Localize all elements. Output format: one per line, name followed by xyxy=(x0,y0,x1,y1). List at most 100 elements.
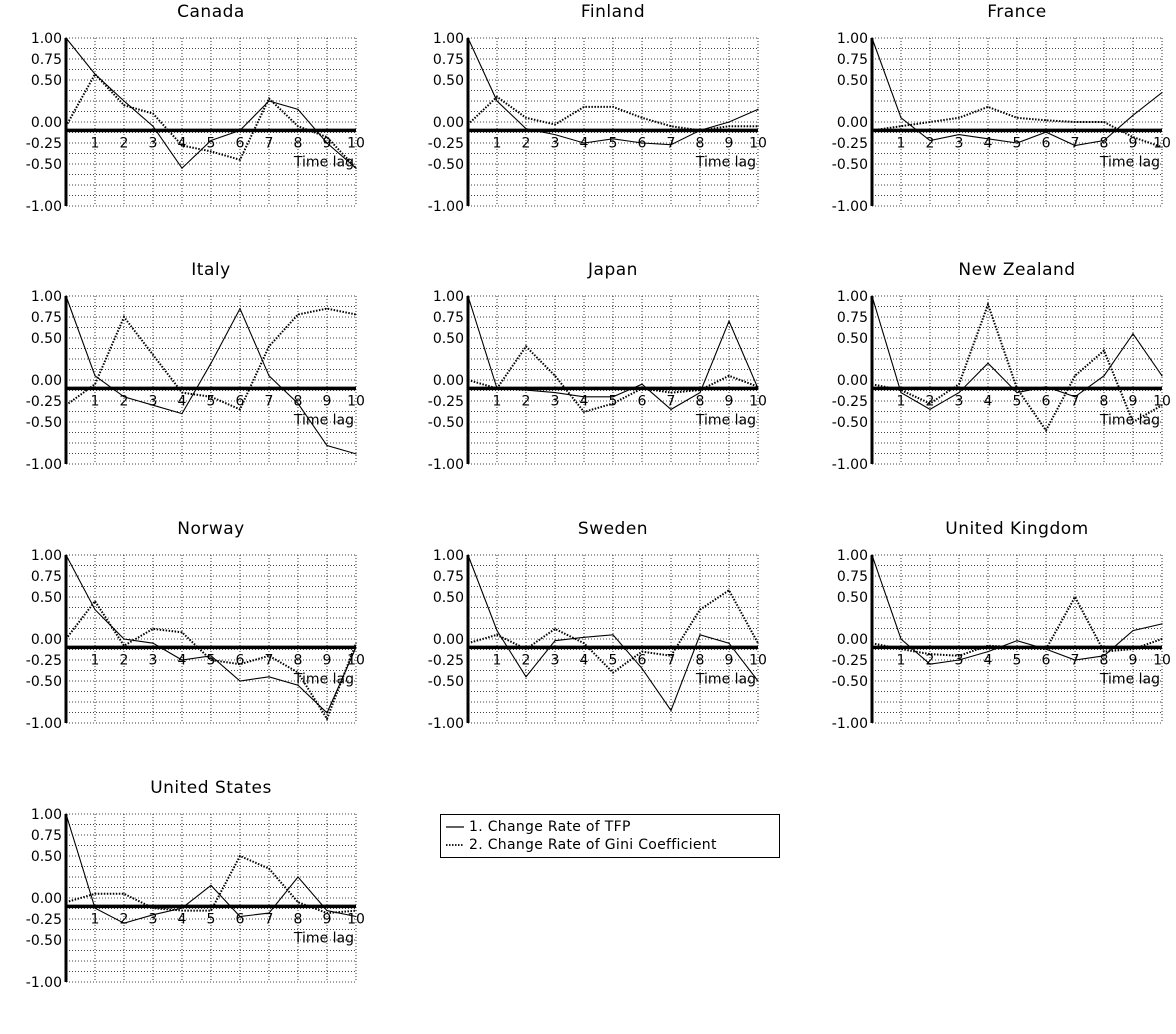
data-point xyxy=(900,638,902,640)
y-tick-label: -0.50 xyxy=(26,674,62,690)
data-point xyxy=(612,396,614,398)
legend-swatch-dotted xyxy=(446,844,464,846)
x-tick-label: 3 xyxy=(149,652,158,668)
data-point xyxy=(1016,640,1018,642)
data-point xyxy=(152,628,154,630)
y-tick-label: -0.50 xyxy=(428,674,464,690)
x-tick-label: 8 xyxy=(696,135,705,151)
data-point xyxy=(1161,92,1163,94)
y-tick-label: 1.00 xyxy=(433,289,464,305)
data-point xyxy=(297,876,299,878)
data-point xyxy=(1045,429,1047,431)
data-point xyxy=(210,362,212,364)
data-point xyxy=(355,167,357,169)
x-tick-label: 7 xyxy=(667,393,676,409)
data-point xyxy=(123,100,125,102)
x-tick-label: 3 xyxy=(149,135,158,151)
data-point xyxy=(297,108,299,110)
data-point xyxy=(181,392,183,394)
x-tick-label: 10 xyxy=(347,652,365,668)
data-point xyxy=(496,634,498,636)
y-tick-label: 0.75 xyxy=(433,569,464,585)
legend-swatch-solid xyxy=(446,826,464,828)
x-tick-label: 1 xyxy=(91,393,100,409)
x-tick-label: 6 xyxy=(236,911,245,927)
data-point xyxy=(728,320,730,322)
x-tick-label: 6 xyxy=(638,652,647,668)
chart-svg: 1.00 0.75 0.50 0.00 -0.25 -0.50 -1.00 1 2 3 4 5 6 7 8 9… xyxy=(832,289,1171,473)
data-point xyxy=(326,912,328,914)
data-point xyxy=(297,125,299,127)
x-tick-label: 6 xyxy=(236,652,245,668)
legend: 1. Change Rate of TFP 2. Change Rate of … xyxy=(440,814,780,858)
data-point xyxy=(987,303,989,305)
y-tick-label: -0.25 xyxy=(26,653,62,669)
x-tick-label: 10 xyxy=(1153,135,1171,151)
x-axis-label: Time lag xyxy=(1099,671,1160,687)
x-tick-label: 4 xyxy=(984,393,993,409)
chart-title: Finland xyxy=(580,2,646,22)
x-axis-label: Time lag xyxy=(293,671,354,687)
data-point xyxy=(94,600,96,602)
data-point xyxy=(728,375,730,377)
chart-svg: 1.00 0.75 0.50 0.00 -0.25 -0.50 -1.00 1 2 3 4 5 6 7 8 9… xyxy=(428,289,767,473)
y-tick-label: 0.75 xyxy=(31,828,62,844)
data-point xyxy=(670,709,672,711)
data-point xyxy=(94,383,96,385)
data-point xyxy=(670,125,672,127)
x-tick-label: 1 xyxy=(493,135,502,151)
y-tick-label: 0.75 xyxy=(837,52,868,68)
y-tick-label: 0.50 xyxy=(433,73,464,89)
data-point xyxy=(326,718,328,720)
y-tick-label: 0.50 xyxy=(433,590,464,606)
data-point xyxy=(641,142,643,144)
y-tick-label: 0.75 xyxy=(31,310,62,326)
data-point xyxy=(152,642,154,644)
x-tick-label: 10 xyxy=(749,393,767,409)
y-tick-label: 0.00 xyxy=(433,632,464,648)
x-tick-label: 2 xyxy=(522,652,531,668)
x-tick-label: 2 xyxy=(120,652,129,668)
y-tick-label: 0.50 xyxy=(31,849,62,865)
x-tick-label: 7 xyxy=(667,652,676,668)
x-tick-label: 5 xyxy=(1013,393,1022,409)
x-tick-label: 5 xyxy=(609,652,618,668)
chart-panel-italy: Italy 1.00 0.75 0.50 0.00 -0.25 -0.50 -1.00 1 2 3 4… xyxy=(0,258,392,516)
x-tick-label: 5 xyxy=(1013,652,1022,668)
x-axis-label: Time lag xyxy=(293,930,354,946)
x-tick-label: 8 xyxy=(294,393,303,409)
y-tick-label: 0.75 xyxy=(837,569,868,585)
chart-svg: 1.00 0.75 0.50 0.00 -0.25 -0.50 -1.00 1 2 3 4 5 6 7 8 9… xyxy=(832,548,1171,732)
legend-label-gini: 2. Change Rate of Gini Coefficient xyxy=(469,837,717,853)
x-tick-label: 6 xyxy=(1042,393,1051,409)
data-point xyxy=(1132,333,1134,335)
data-point xyxy=(554,375,556,377)
chart-panel-canada: Canada 1.00 0.75 0.50 0.00 -0.25 -0.50 -1.00 1 2 3… xyxy=(0,0,392,258)
chart-panel-united-kingdom: United Kingdom 1.00 0.75 0.50 0.00 -0.25 -0.50… xyxy=(806,517,1176,775)
data-point xyxy=(268,912,270,914)
y-tick-label: -0.50 xyxy=(428,157,464,173)
y-tick-label: 1.00 xyxy=(31,289,62,305)
x-tick-label: 6 xyxy=(236,135,245,151)
data-point xyxy=(525,117,527,119)
data-point xyxy=(554,640,556,642)
data-point xyxy=(326,910,328,912)
y-tick-label: -1.00 xyxy=(428,199,464,215)
x-tick-label: 4 xyxy=(984,652,993,668)
data-point xyxy=(583,636,585,638)
data-point xyxy=(239,308,241,310)
data-point xyxy=(583,411,585,413)
x-tick-label: 10 xyxy=(749,135,767,151)
data-point xyxy=(987,651,989,653)
chart-title: United Kingdom xyxy=(945,519,1089,539)
chart-panel-new-zealand: New Zealand 1.00 0.75 0.50 0.00 -0.25 -0.50 -1.… xyxy=(806,258,1176,516)
y-tick-label: 0.75 xyxy=(31,52,62,68)
data-point xyxy=(297,901,299,903)
x-tick-label: 9 xyxy=(725,652,734,668)
data-point xyxy=(554,123,556,126)
chart-panel-norway: Norway 1.00 0.75 0.50 0.00 -0.25 -0.50 -1.00 1 2 3… xyxy=(0,517,392,775)
x-tick-label: 2 xyxy=(522,135,531,151)
data-point xyxy=(987,106,989,108)
data-point xyxy=(1161,638,1163,640)
x-tick-label: 7 xyxy=(265,911,274,927)
